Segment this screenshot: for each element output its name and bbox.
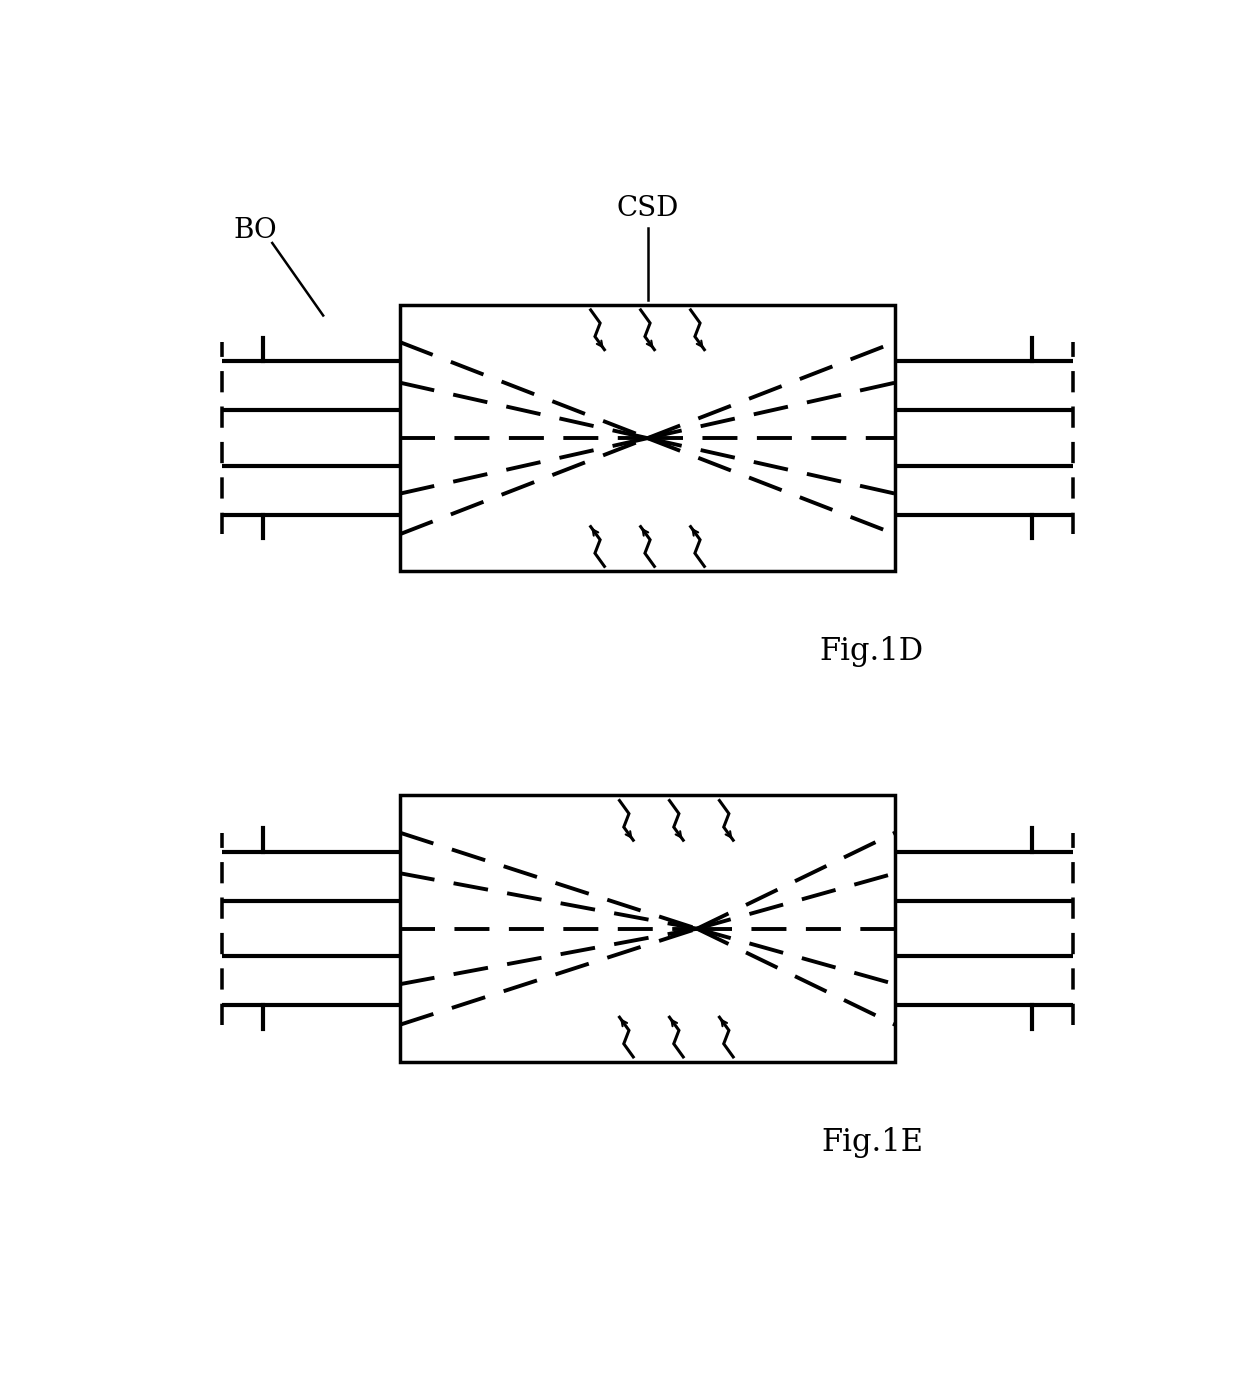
Text: Fig.1D: Fig.1D <box>820 636 924 668</box>
Text: CSD: CSD <box>616 195 678 223</box>
Text: Fig.1E: Fig.1E <box>822 1126 924 1158</box>
Text: BO: BO <box>234 216 278 244</box>
FancyBboxPatch shape <box>401 305 895 572</box>
FancyBboxPatch shape <box>401 795 895 1062</box>
